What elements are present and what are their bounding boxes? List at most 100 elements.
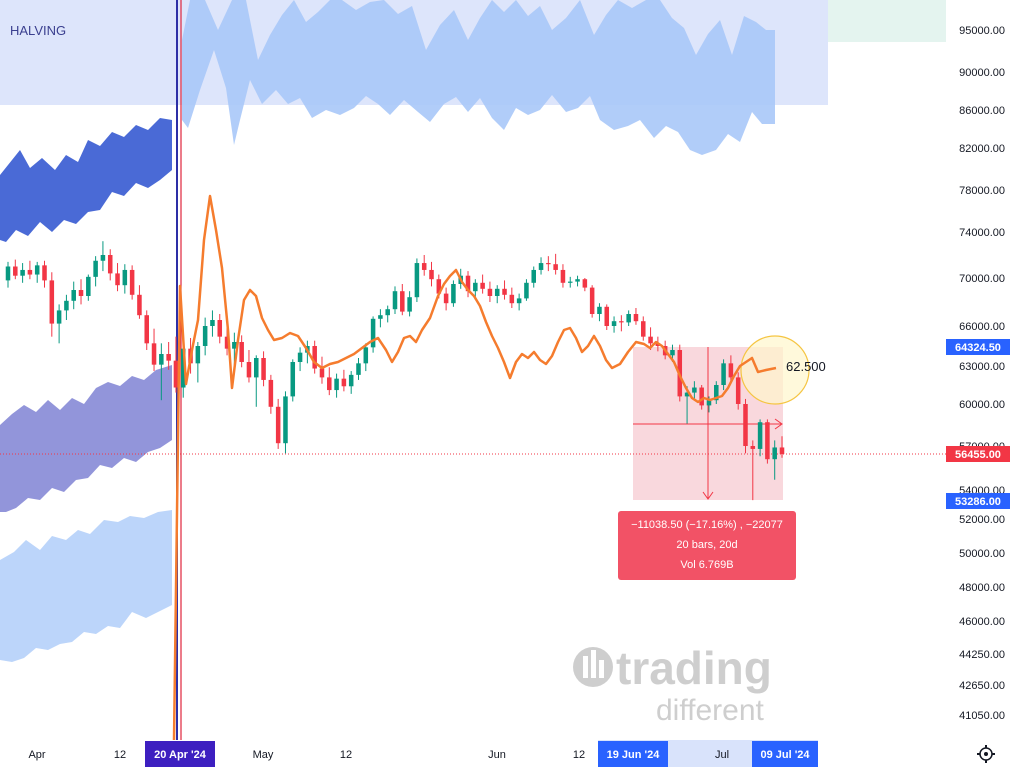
candle-body [480,282,485,289]
candle-body [721,363,726,385]
candle-body [86,276,91,296]
measurement-line-3: Vol 6.769B [680,559,733,571]
candle-body [772,447,777,460]
candle-body [290,362,296,397]
candle-body [538,263,544,270]
candle-body [575,279,580,282]
candle-body [159,354,164,365]
candle-body [210,320,215,326]
candle-body [129,269,135,295]
svg-text:09 Jul '24: 09 Jul '24 [760,749,810,761]
candle-body [750,446,756,449]
candle-body [378,315,383,319]
candle-body [20,269,25,276]
candle-body [144,315,149,344]
candle-body [728,363,734,378]
middle-purple-band [0,365,172,512]
y-tick-label: 66000.00 [959,321,1005,333]
candle-body [706,400,712,406]
candle-body [451,284,456,304]
candle-body [626,314,631,323]
svg-text:19 Jun '24: 19 Jun '24 [607,749,661,761]
measurement-tooltip [618,511,796,580]
candle-body [27,269,33,275]
candle-body [582,279,588,288]
y-tick-label: 78000.00 [959,185,1005,197]
candlestick-series [5,241,785,501]
candle-body [363,347,369,364]
x-tick-label: Apr [28,749,45,761]
candle-body [757,422,763,449]
candle-body [34,265,40,275]
candle-body [670,350,675,356]
annotation-circle[interactable] [740,335,810,405]
candle-body [560,269,566,283]
x-tick-label: Jul [715,749,729,761]
candle-body [414,263,420,298]
y-tick-label: 41050.00 [959,710,1005,722]
candle-body [473,282,478,292]
oscillator-line [172,194,777,741]
y-tick-label: 70000.00 [959,273,1005,285]
candle-body [641,321,646,337]
watermark-logo: trading different [573,642,772,727]
candle-body [421,263,427,270]
measurement-line-1: −11038.50 (−17.16%) , −22077 [631,519,783,531]
watermark-line-2: different [656,694,765,727]
candle-body [5,266,11,281]
candle-body [699,387,704,406]
svg-text:56455.00: 56455.00 [955,449,1001,461]
candle-body [743,404,748,446]
candle-body [202,326,208,346]
time-axis[interactable]: Apr 12 May 12 Jun 12 Jul [28,749,729,761]
y-tick-label: 74000.00 [959,227,1005,239]
candle-body [348,374,354,387]
candle-body [93,260,98,277]
candle-body [779,447,785,454]
candle-body [765,422,770,460]
candle-body [232,342,237,349]
date-badge-halving: 20 Apr '24 [145,741,215,767]
candle-body [370,318,376,348]
price-badge-current: 56455.00 [946,446,1010,462]
candle-body [487,288,493,296]
candle-body [268,379,274,407]
candle-body [224,336,230,349]
candle-body [180,348,186,388]
candle-body [735,377,741,404]
y-tick-label: 42650.00 [959,680,1005,692]
candle-body [400,291,405,312]
x-tick-label: 12 [340,749,352,761]
price-badge-upper: 64324.50 [946,339,1010,355]
candle-body [107,255,113,274]
x-tick-label: 12 [573,749,585,761]
candle-body [516,298,522,304]
price-axis[interactable]: 95000.00 90000.00 86000.00 82000.00 78000.00… [959,25,1005,722]
candle-body [71,290,76,301]
candle-body [509,294,515,304]
settings-gear-icon[interactable] [977,745,995,763]
candle-body [604,306,610,326]
candle-body [319,368,325,378]
candle-body [334,378,339,391]
y-tick-label: 60000.00 [959,399,1005,411]
candle-body [443,293,449,304]
y-tick-label: 90000.00 [959,67,1005,79]
watermark-line-1: trading [616,642,772,694]
candle-body [392,291,398,310]
y-tick-label: 63000.00 [959,361,1005,373]
top-right-zone [828,0,946,42]
lower-light-band [0,510,172,662]
candle-body [385,309,390,316]
candle-body [173,360,179,388]
candle-body [166,354,171,361]
candle-body [56,310,62,324]
candle-body [246,362,252,378]
candle-body [49,280,55,324]
candle-body [217,320,223,337]
halving-label: HALVING [10,23,66,38]
candle-body [115,273,120,286]
candle-body [524,282,529,299]
candle-body [254,358,259,378]
